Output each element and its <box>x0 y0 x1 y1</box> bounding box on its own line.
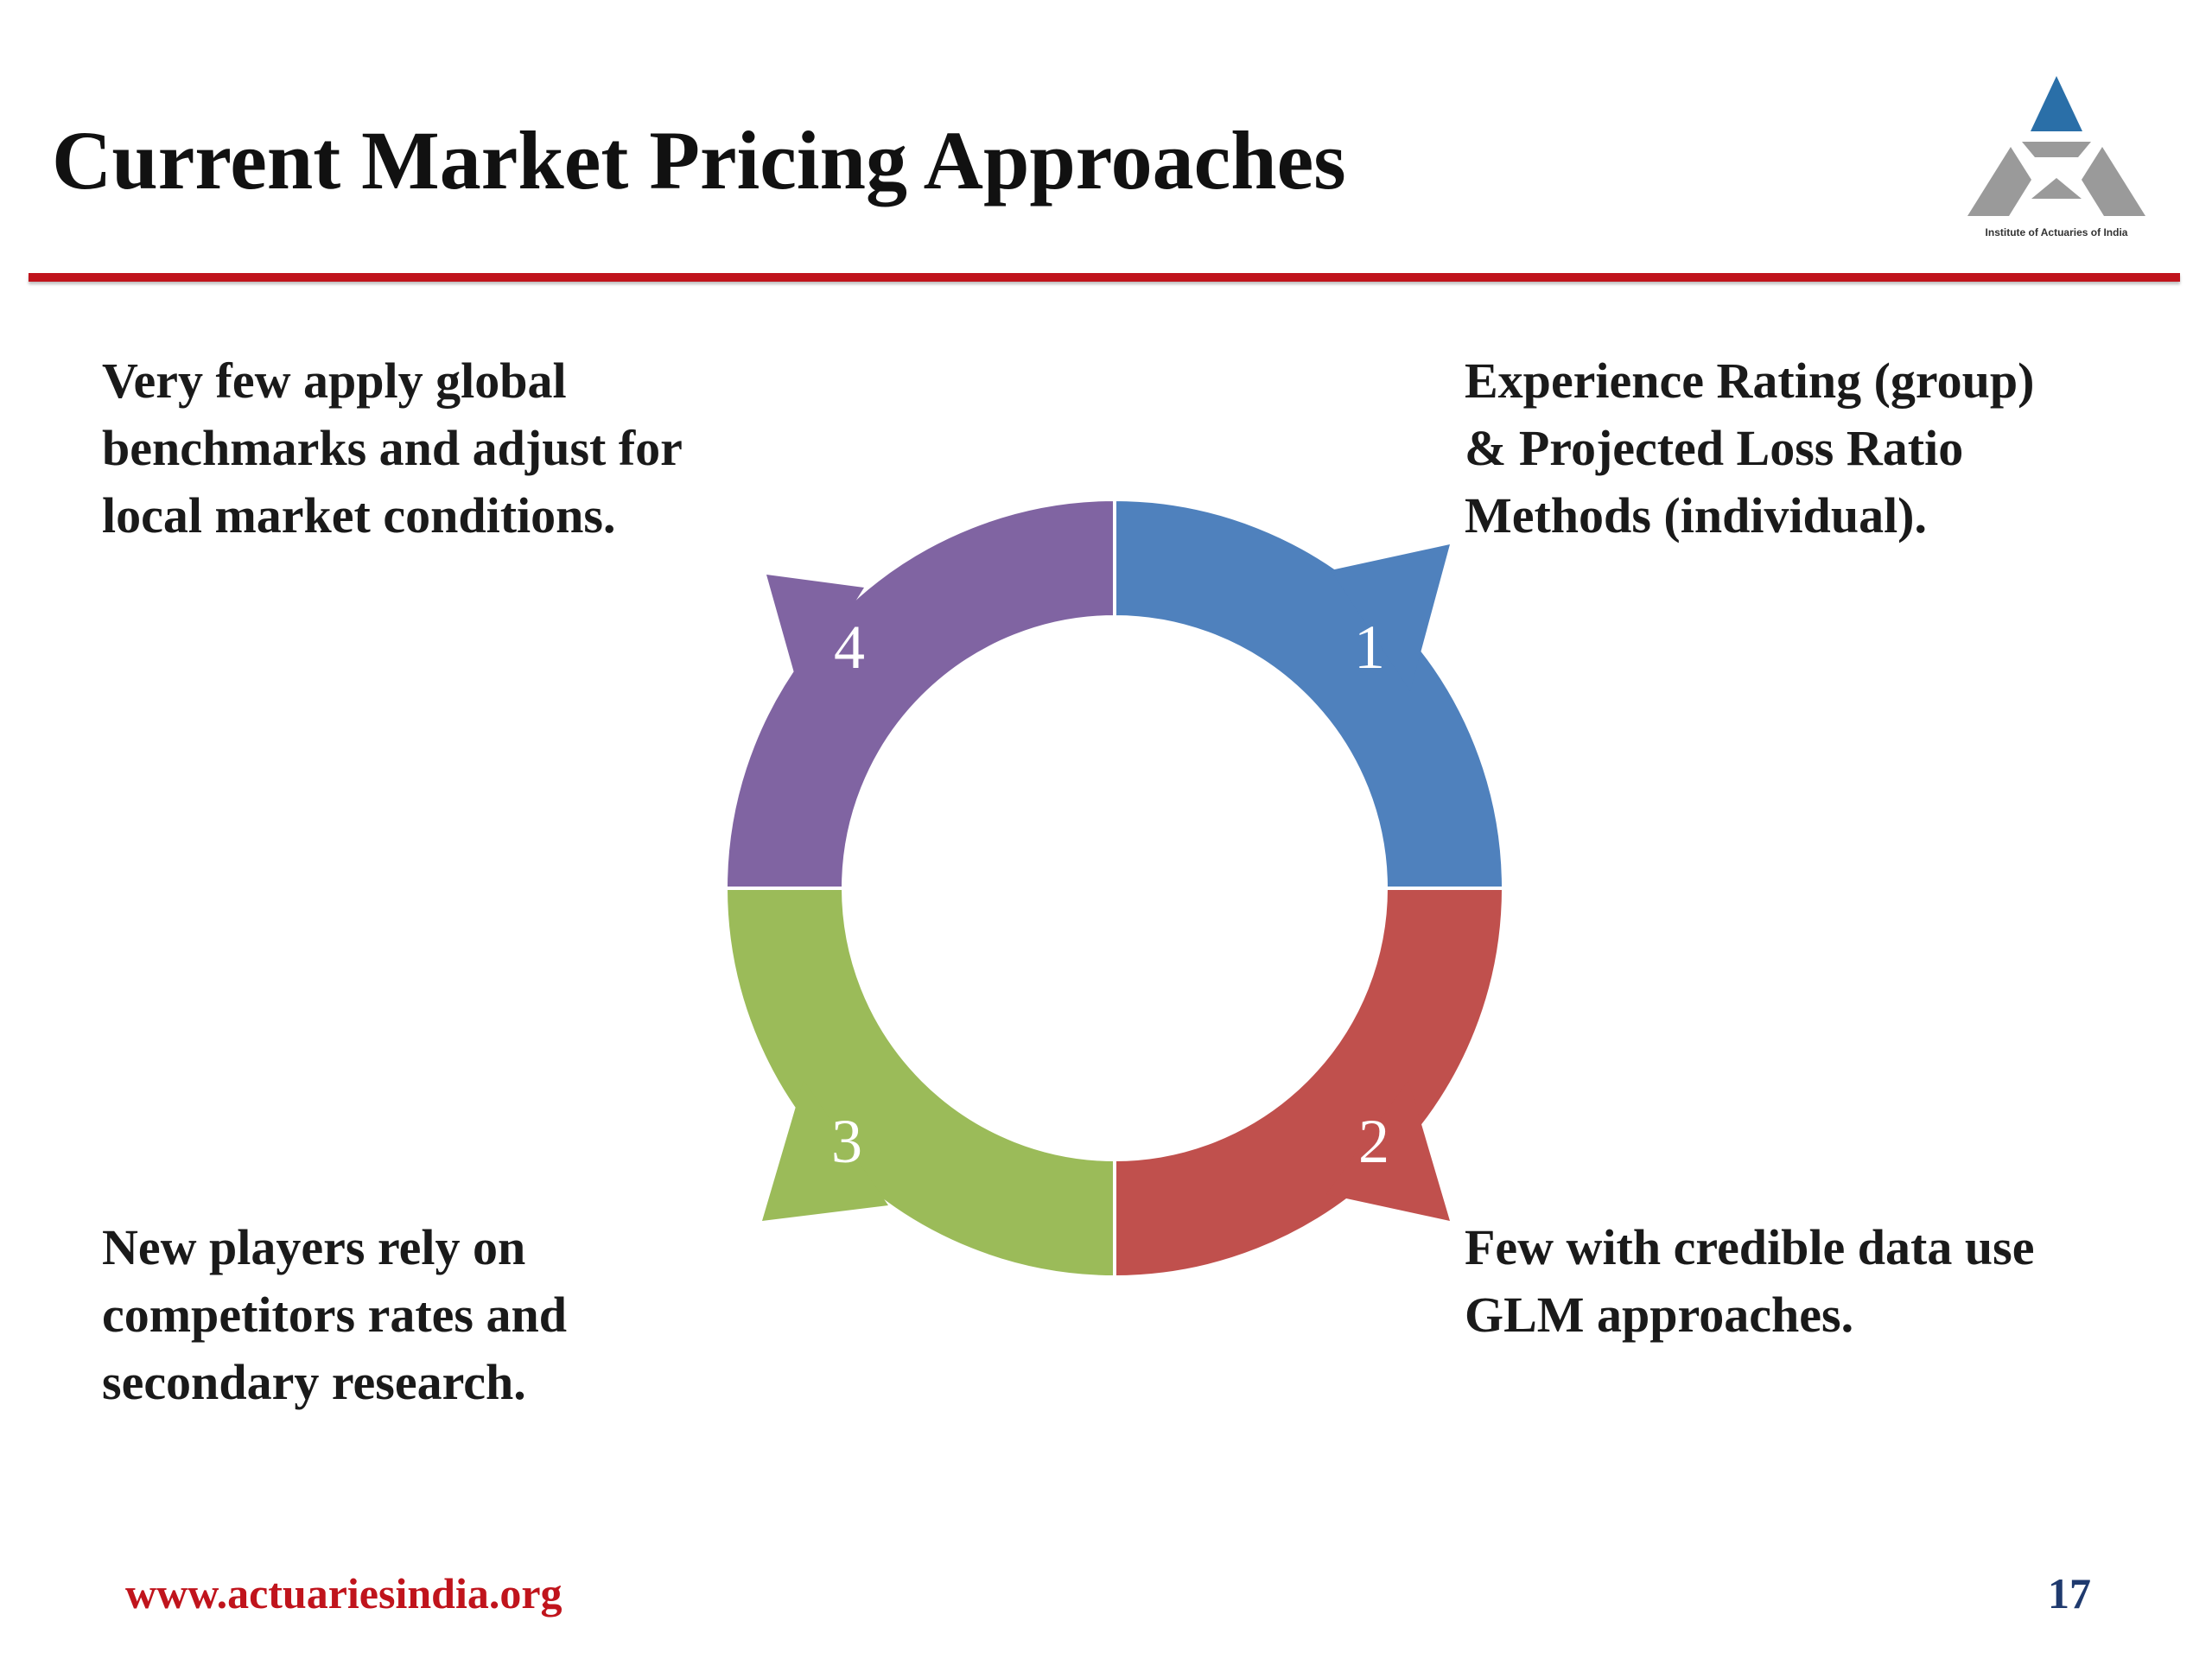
cycle-arrowhead-2 <box>1326 1080 1450 1221</box>
cycle-segment-1 <box>1113 497 1506 890</box>
cycle-segment-3 <box>723 887 1116 1280</box>
slide-title: Current Market Pricing Approaches <box>52 114 1346 207</box>
cycle-number-1: 1 <box>1354 613 1385 682</box>
logo-blue-triangle <box>2031 76 2082 131</box>
cycle-arrowhead-3 <box>762 1080 888 1221</box>
logo-gray-mark-top <box>2022 142 2091 157</box>
cycle-segment-4 <box>723 497 1116 890</box>
title-divider <box>29 273 2180 282</box>
page-number: 17 <box>2048 1569 2091 1618</box>
logo-gray-mark-right <box>2082 147 2145 216</box>
note-segment-3: New players rely on competitors rates an… <box>102 1219 568 1410</box>
institute-logo <box>1967 76 2145 216</box>
logo-gray-mark-left <box>1967 147 2031 216</box>
note-segment-4: Very few apply global benchmarks and adj… <box>102 353 683 543</box>
note-segment-1: Experience Rating (group) & Projected Lo… <box>1465 353 2035 543</box>
cycle-number-4: 4 <box>834 613 865 682</box>
cycle-arrowhead-4 <box>766 575 864 691</box>
logo-caption: Institute of Actuaries of India <box>1985 226 2128 238</box>
logo-gray-mark-bottom <box>2031 178 2082 199</box>
cycle-number-3: 3 <box>831 1107 862 1176</box>
cycle-number-2: 2 <box>1358 1107 1389 1176</box>
footer-website-link[interactable]: www.actuariesindia.org <box>125 1569 563 1618</box>
cycle-segment-2 <box>1113 887 1506 1280</box>
cycle-arrowhead-1 <box>1331 544 1450 691</box>
note-segment-2: Few with credible data use GLM approache… <box>1465 1219 2035 1343</box>
